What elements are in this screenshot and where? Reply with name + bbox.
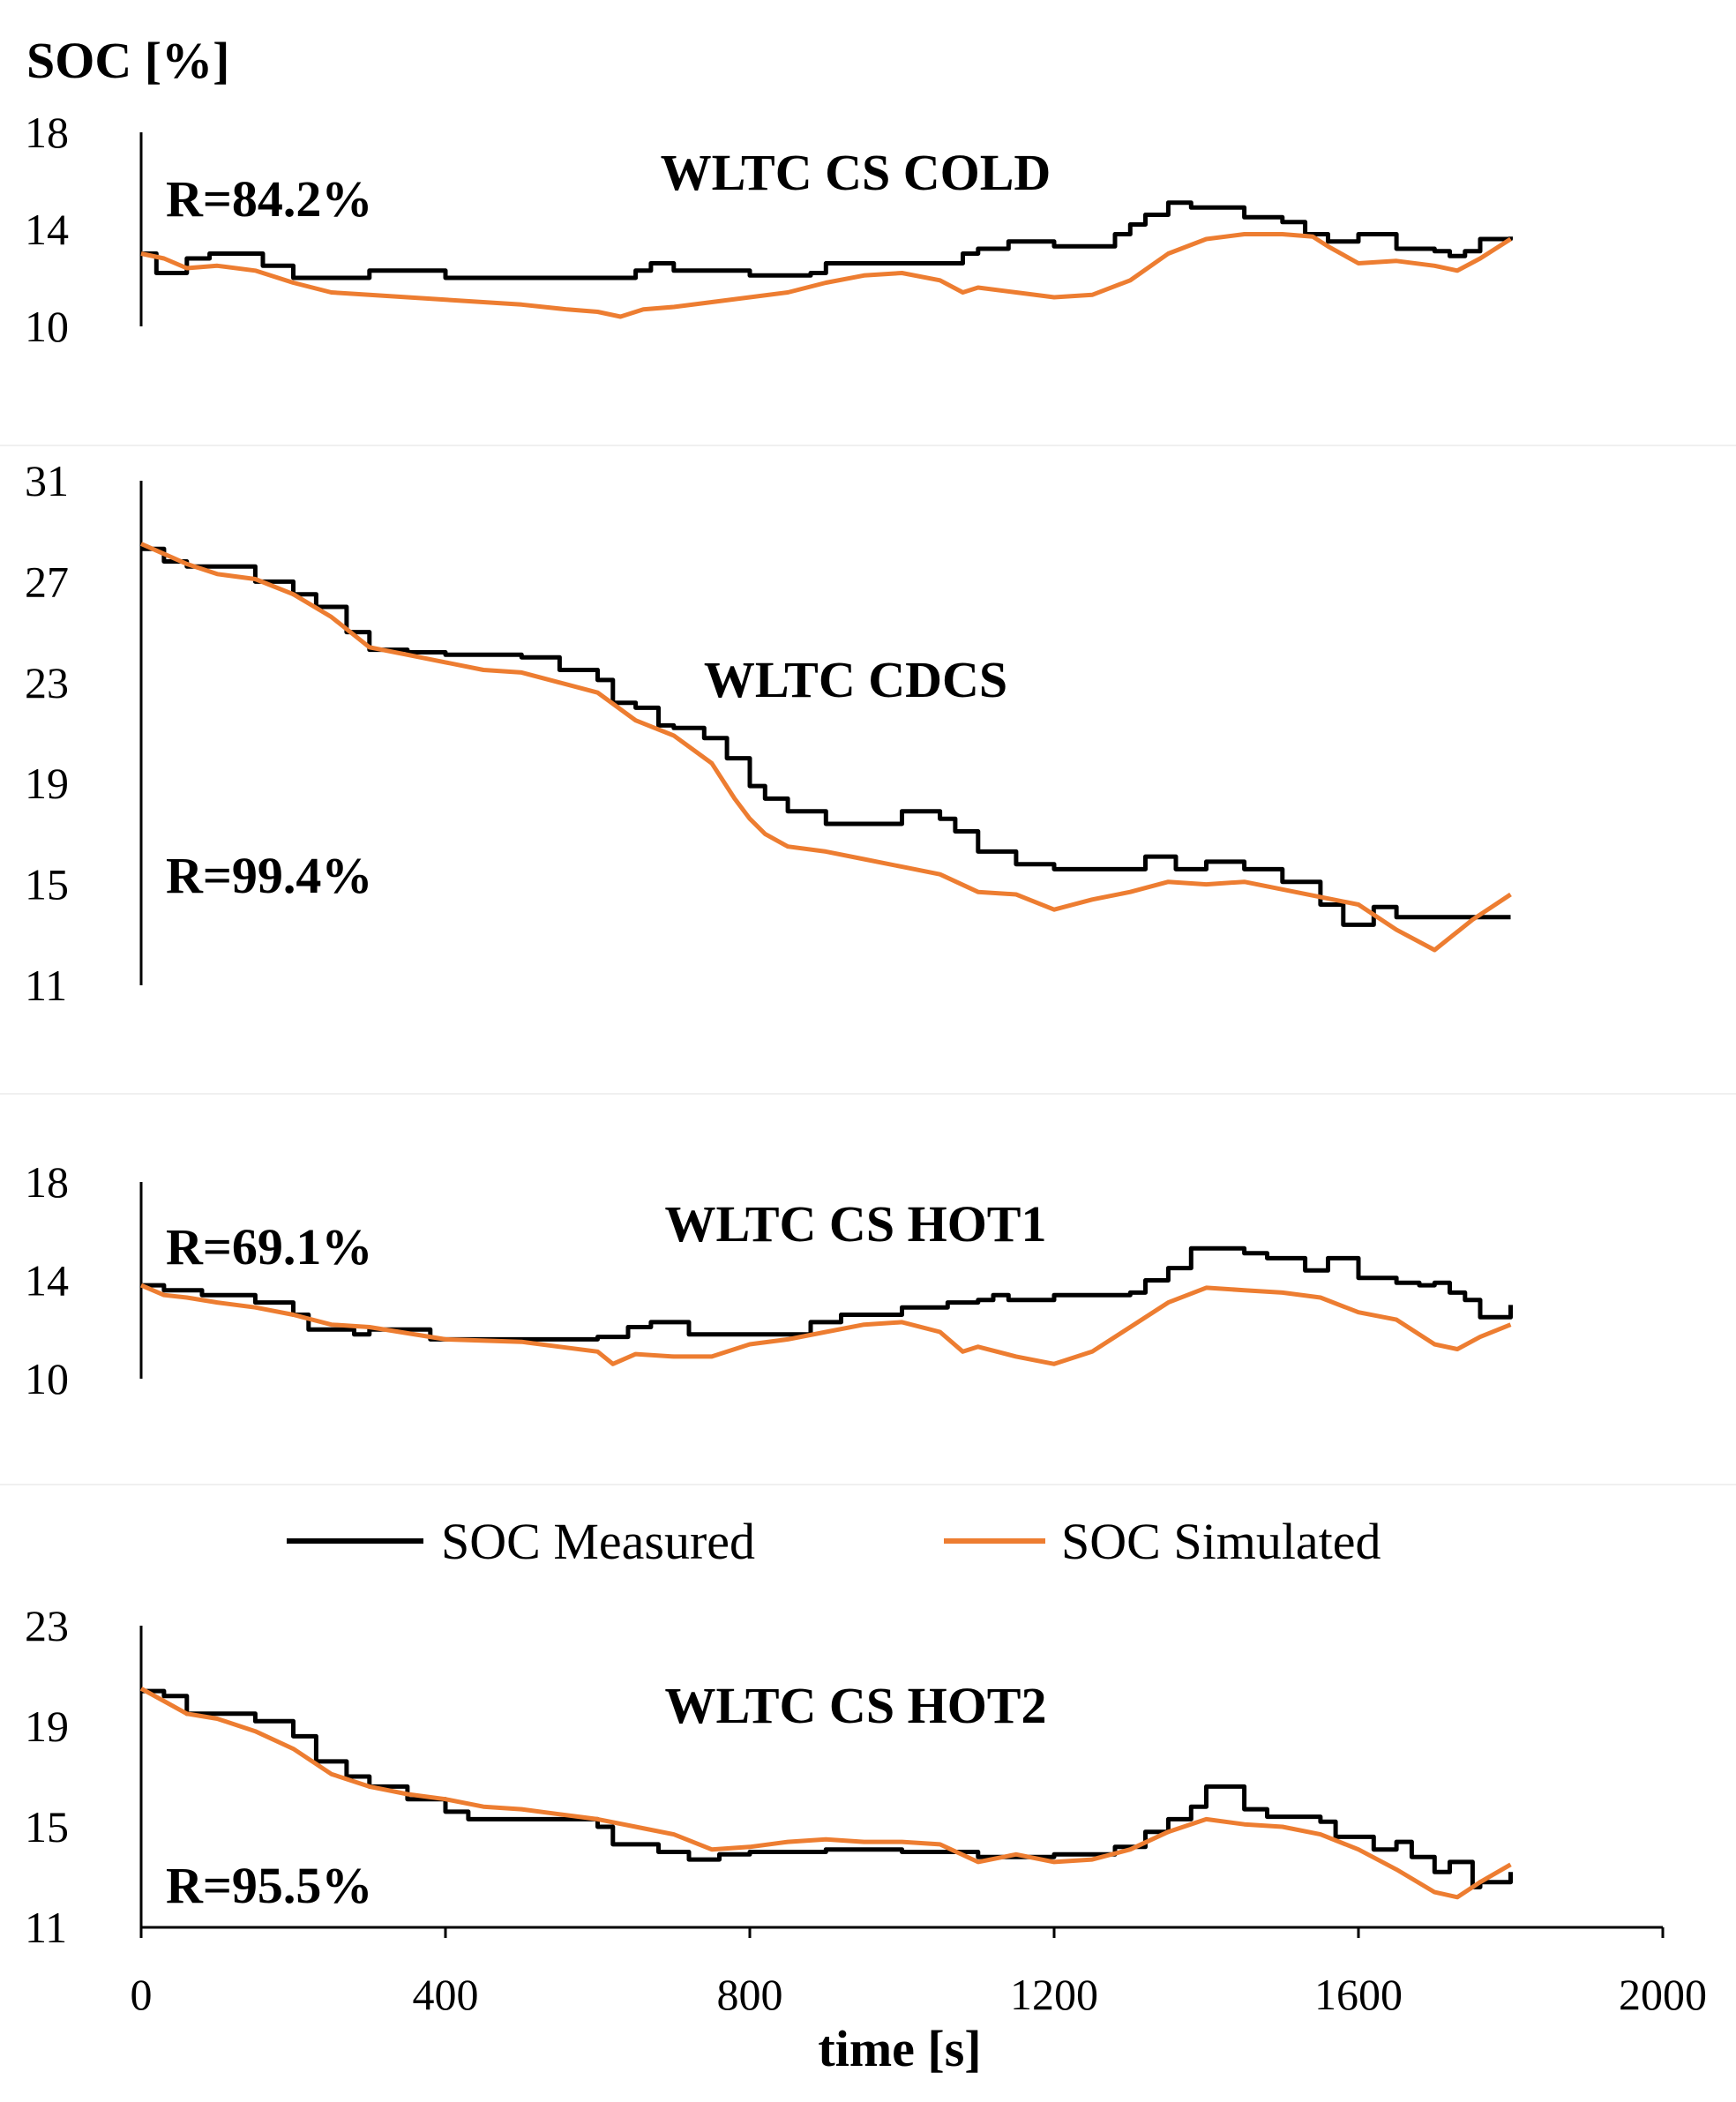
y-tick-label: 14: [25, 1256, 69, 1305]
series-line-soc-simulated: [139, 1687, 1512, 1900]
series-line-soc-simulated: [140, 232, 1512, 319]
x-tick-label: 1200: [1010, 1970, 1098, 2019]
r-value-annotation: R=95.5%: [166, 1857, 372, 1914]
y-tick-label: 18: [25, 1157, 69, 1207]
panel-title: WLTC CS HOT2: [665, 1677, 1047, 1734]
x-axis-tick-labels: 0 400 800 1200 1600 2000: [131, 1927, 1707, 2019]
y-tick-label: 23: [25, 658, 69, 707]
y-tick-label: 27: [25, 557, 69, 606]
y-tick-label: 10: [25, 302, 69, 351]
panel-wltc-cdcs: 11 15 19 23 27 31 WLTC CDCS R=99.4%: [25, 456, 1512, 1010]
r-value-annotation: R=84.2%: [166, 170, 372, 228]
panel-wltc-cs-hot1: 10 14 18 WLTC CS HOT1 R=69.1%: [25, 1157, 1513, 1403]
y-tick-label: 15: [25, 1802, 69, 1851]
y-axis-label: SOC [%]: [26, 32, 229, 89]
series-line-soc-measured: [141, 546, 1511, 927]
y-tick-label: 31: [25, 456, 69, 505]
y-tick-label: 19: [25, 759, 69, 808]
r-value-annotation: R=99.4%: [166, 847, 372, 904]
y-tick-label: 18: [25, 108, 69, 157]
panel-title: WLTC CDCS: [704, 651, 1007, 708]
legend-label-simulated: SOC Simulated: [1061, 1513, 1381, 1570]
series-line-soc-simulated: [140, 1283, 1512, 1366]
x-tick-label: 0: [131, 1970, 153, 2019]
x-tick-label: 400: [413, 1970, 479, 2019]
series-line-soc-measured: [141, 1245, 1513, 1342]
y-tick-label: 15: [25, 860, 69, 909]
x-axis-label: time [s]: [818, 2020, 981, 2077]
y-tick-label: 11: [25, 961, 67, 1010]
legend-label-measured: SOC Measured: [441, 1513, 755, 1570]
y-tick-label: 10: [25, 1354, 69, 1403]
panel-title: WLTC CS HOT1: [665, 1195, 1047, 1253]
x-tick-label: 800: [717, 1970, 783, 2019]
x-tick-label: 2000: [1619, 1970, 1707, 2019]
r-value-annotation: R=69.1%: [166, 1218, 372, 1275]
x-tick-label: 1600: [1314, 1970, 1403, 2019]
series-line-soc-measured: [141, 1688, 1513, 1889]
y-tick-label: 11: [25, 1903, 67, 1952]
legend: SOC Measured SOC Simulated: [287, 1513, 1381, 1570]
series-line-soc-simulated: [139, 542, 1512, 953]
panel-wltc-cs-hot2: 11 15 19 23 WLTC CS HOT2 R=95.5%: [25, 1601, 1663, 1952]
panel-title: WLTC CS COLD: [661, 144, 1051, 201]
y-tick-label: 19: [25, 1702, 69, 1751]
panel-wltc-cs-cold: 10 14 18 WLTC CS COLD R=84.2%: [25, 108, 1513, 351]
y-tick-label: 14: [25, 205, 69, 254]
series-line-soc-measured: [141, 200, 1513, 281]
y-tick-label: 23: [25, 1601, 69, 1650]
